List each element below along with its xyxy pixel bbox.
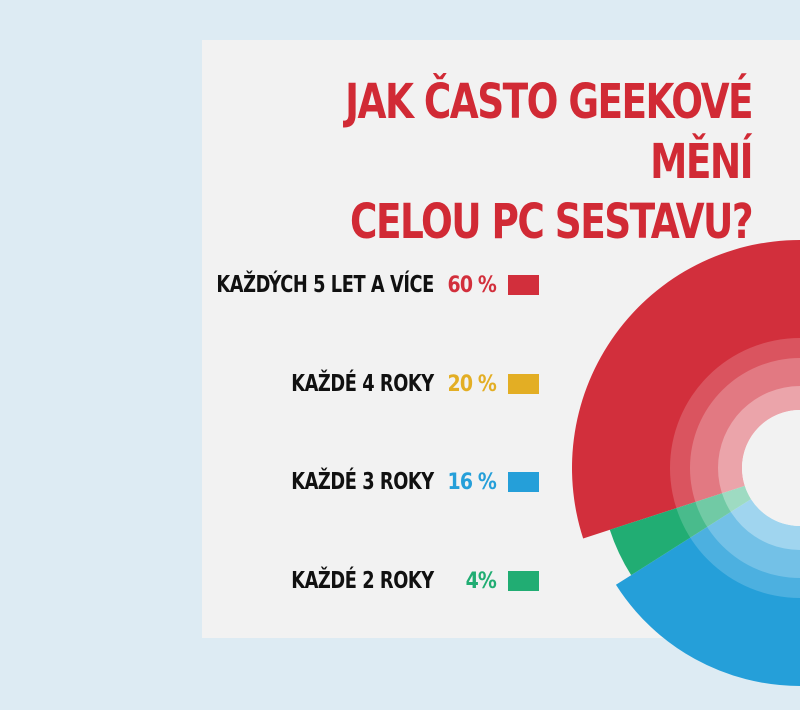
legend-item-4-years: KAŽDÉ 4 ROKY 20 %: [268, 369, 539, 399]
legend-item-5-years: KAŽDÝCH 5 LET A VÍCE 60 %: [181, 270, 539, 300]
legend-swatch: [508, 472, 539, 492]
donut-hole: [742, 410, 800, 526]
title-line-2: CELOU PC SESTAVU?: [350, 194, 754, 250]
pie-slice-4: [609, 485, 752, 576]
pie-slice-3: [615, 499, 800, 686]
pie-slice-1: [572, 240, 800, 539]
legend-label: KAŽDÉ 4 ROKY: [291, 371, 434, 397]
legend-label: KAŽDÉ 2 ROKY: [291, 568, 434, 594]
legend-swatch: [508, 275, 539, 295]
legend-label: KAŽDÝCH 5 LET A VÍCE: [216, 272, 435, 298]
legend-percent: 20 %: [447, 371, 497, 397]
legend-item-2-years: KAŽDÉ 2 ROKY 4%: [268, 566, 539, 596]
legend-swatch: [508, 374, 539, 394]
donut-ring-1: [670, 338, 800, 598]
legend-percent: 16 %: [447, 469, 497, 495]
legend-percent: 60 %: [447, 272, 497, 298]
legend-label: KAŽDÉ 3 ROKY: [291, 469, 434, 495]
title-line-1: JAK ČASTO GEEKOVÉ MĚNÍ: [345, 74, 753, 190]
chart-title: JAK ČASTO GEEKOVÉ MĚNÍ CELOU PC SESTAVU?: [315, 72, 754, 252]
legend-swatch: [508, 571, 539, 591]
legend-percent: 4%: [465, 568, 497, 594]
legend-item-3-years: KAŽDÉ 3 ROKY 16 %: [268, 467, 539, 497]
